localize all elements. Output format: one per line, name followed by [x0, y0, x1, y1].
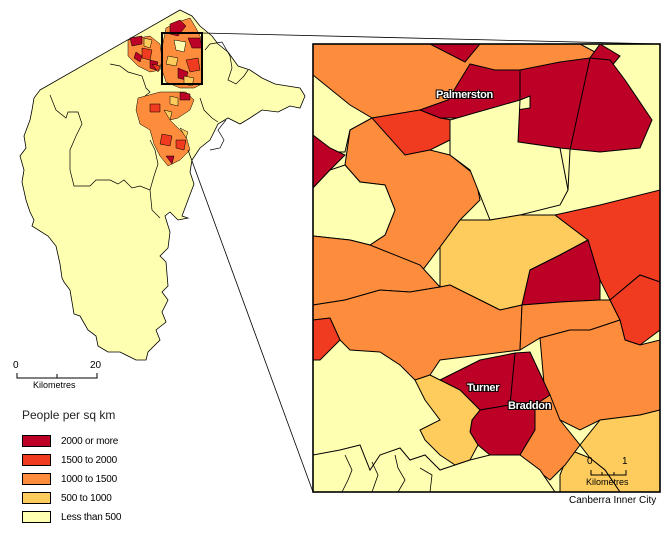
- inset-map: [312, 43, 661, 493]
- belconnen-suburbs: [127, 35, 163, 73]
- main-scale-end: 20: [90, 360, 102, 371]
- district-boundary: [199, 41, 249, 151]
- legend-item-1000-1500: 1000 to 1500: [22, 473, 117, 485]
- district-boundary: [49, 94, 161, 219]
- inset-scale-unit: Kilometres: [586, 477, 629, 487]
- place-label-braddon: Braddon: [508, 400, 552, 412]
- inset-connector-top: [201, 32, 661, 45]
- legend-swatch: [22, 492, 51, 504]
- legend-label: 500 to 1000: [61, 492, 112, 504]
- inset-frame: [312, 43, 661, 493]
- main-scale-unit: Kilometres: [33, 380, 76, 390]
- main-scale-start: 0: [13, 360, 19, 371]
- place-label-palmerston: Palmerston: [436, 89, 493, 101]
- legend-item-less-500: Less than 500: [22, 511, 121, 523]
- main-scale-bar: [16, 373, 98, 379]
- district-boundary: [149, 139, 159, 191]
- legend-swatch: [22, 454, 51, 466]
- place-label-turner: Turner: [467, 382, 500, 394]
- legend-item-2000-plus: 2000 or more: [22, 435, 118, 447]
- legend-item-1500-2000: 1500 to 2000: [22, 454, 117, 466]
- woden-tuggeranong-suburbs: [135, 91, 195, 167]
- act-territory-shape: [19, 9, 306, 361]
- north-canberra-suburbs: [161, 17, 203, 89]
- district-boundary: [109, 63, 151, 97]
- inset-locator-box: [161, 32, 203, 85]
- legend-title: People per sq km: [22, 408, 116, 422]
- legend-swatch: [22, 511, 51, 523]
- legend-label: 1000 to 1500: [61, 473, 117, 485]
- legend-label: 2000 or more: [61, 435, 119, 447]
- inset-caption: Canberra Inner City: [569, 495, 657, 506]
- legend-item-500-1000: 500 to 1000: [22, 492, 112, 504]
- inset-scale-start: 0: [587, 456, 593, 467]
- legend-swatch: [22, 473, 51, 485]
- inset-scale-bar: [590, 470, 627, 476]
- inset-scale-end: 1: [622, 456, 628, 467]
- legend-label: 1500 to 2000: [61, 454, 117, 466]
- inset-connector-bottom: [187, 149, 314, 493]
- legend-label: Less than 500: [61, 511, 122, 523]
- legend-swatch: [22, 435, 51, 447]
